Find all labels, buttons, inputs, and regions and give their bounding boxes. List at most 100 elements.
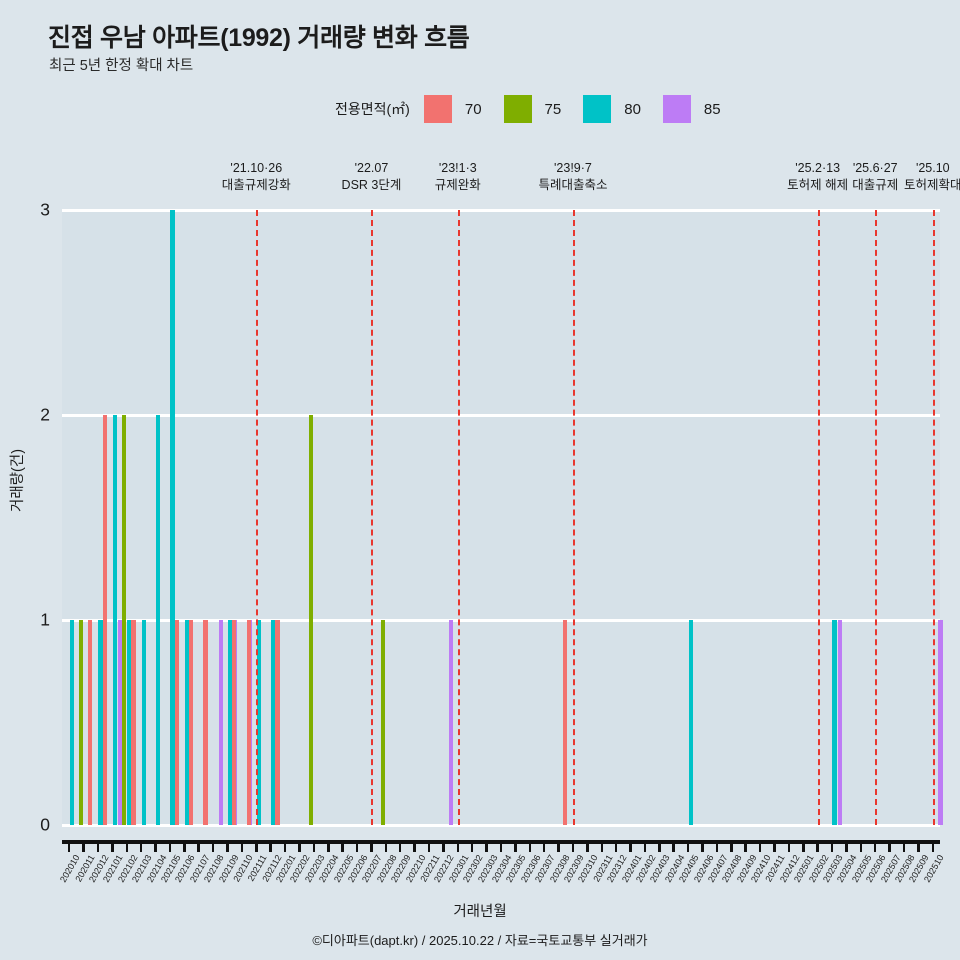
bar-202309-70[interactable] bbox=[563, 620, 568, 825]
bar-202101-80[interactable] bbox=[112, 415, 117, 825]
x-tick-202412 bbox=[787, 843, 791, 852]
x-tick-202409 bbox=[744, 843, 747, 852]
x-tick-202111 bbox=[255, 843, 258, 852]
x-tick-202207 bbox=[370, 843, 373, 852]
x-tick-202212 bbox=[442, 843, 445, 852]
bar-202106-70[interactable] bbox=[174, 620, 179, 825]
x-tick-202311 bbox=[600, 843, 603, 852]
event-label-202207: '22.07 DSR 3단계 bbox=[342, 160, 402, 194]
x-tick-202408 bbox=[730, 843, 733, 852]
x-tick-202204 bbox=[327, 843, 330, 852]
x-tick-202403 bbox=[658, 843, 661, 852]
x-tick-202405 bbox=[686, 843, 690, 852]
bar-202103-70[interactable] bbox=[131, 620, 136, 825]
x-tick-202503 bbox=[830, 843, 834, 852]
x-tick-202510 bbox=[931, 843, 935, 852]
x-tick-202410 bbox=[758, 843, 762, 852]
bar-202012-70[interactable] bbox=[88, 620, 93, 825]
event-line-202502 bbox=[817, 210, 820, 825]
bar-202212-85[interactable] bbox=[448, 620, 454, 825]
x-tick-202106 bbox=[183, 843, 186, 852]
bar-202101-70[interactable] bbox=[102, 415, 107, 825]
bar-202012-80[interactable] bbox=[98, 620, 103, 825]
x-tick-202202 bbox=[298, 843, 301, 852]
x-tick-202505 bbox=[859, 843, 863, 852]
x-tick-202308 bbox=[557, 843, 560, 852]
bar-202203-75[interactable] bbox=[309, 415, 314, 825]
event-line-202301 bbox=[457, 210, 460, 825]
x-tick-202309 bbox=[571, 843, 575, 852]
x-tick-202201 bbox=[283, 843, 287, 852]
x-tick-202402 bbox=[643, 843, 647, 852]
gridline-y-1 bbox=[62, 618, 940, 622]
x-tick-202411 bbox=[773, 843, 776, 852]
legend-item-80[interactable]: 80 bbox=[583, 95, 663, 123]
bar-202110-70[interactable] bbox=[232, 620, 237, 825]
event-label-202506: '25.6·27 대출규제 bbox=[852, 160, 898, 194]
event-label-202301: '23!1·3 규제완화 bbox=[435, 160, 481, 194]
x-tick-202107 bbox=[197, 843, 200, 852]
x-tick-202312 bbox=[614, 843, 618, 852]
legend-label-75: 75 bbox=[544, 100, 562, 118]
x-axis-ticks bbox=[62, 843, 940, 852]
legend-item-75[interactable]: 75 bbox=[503, 95, 584, 123]
event-date-202111: '21.10·26 bbox=[230, 161, 283, 175]
event-date-202506: '25.6·27 bbox=[852, 161, 898, 175]
x-tick-202209 bbox=[398, 843, 402, 852]
legend-item-70[interactable]: 70 bbox=[423, 95, 504, 123]
bar-202102-75[interactable] bbox=[122, 415, 127, 825]
bar-202503-80[interactable] bbox=[832, 620, 837, 825]
bar-202109-80[interactable] bbox=[227, 620, 233, 825]
x-tick-202304 bbox=[499, 843, 503, 852]
x-tick-202303 bbox=[485, 843, 488, 852]
x-tick-202507 bbox=[888, 843, 891, 852]
bar-202503-85[interactable] bbox=[837, 620, 842, 825]
bar-202011-75[interactable] bbox=[78, 620, 84, 825]
bar-202208-75[interactable] bbox=[381, 620, 386, 825]
event-name-202309: 특례대출축소 bbox=[538, 178, 608, 192]
event-label-202309: '23!9·7 특례대출축소 bbox=[538, 160, 607, 194]
bar-202201-70[interactable] bbox=[275, 620, 280, 825]
x-tick-202110 bbox=[240, 843, 244, 852]
chart-subtitle: 최근 5년 한정 확대 차트 bbox=[49, 58, 194, 74]
event-name-202506: 대출규제 bbox=[852, 178, 899, 192]
bar-202106-80[interactable] bbox=[184, 620, 189, 825]
bar-202108-70[interactable] bbox=[203, 620, 208, 825]
x-tick-202101 bbox=[111, 843, 114, 852]
gridline-y-3 bbox=[62, 208, 940, 212]
x-tick-202501 bbox=[802, 843, 805, 852]
bar-202103-80[interactable] bbox=[141, 620, 146, 825]
bar-202111-70[interactable] bbox=[246, 620, 251, 825]
bar-202010-80[interactable] bbox=[69, 620, 74, 825]
bar-202105-80[interactable] bbox=[170, 210, 175, 825]
x-tick-202205 bbox=[341, 843, 344, 852]
legend-item-85[interactable]: 85 bbox=[662, 95, 721, 123]
event-line-202309 bbox=[572, 210, 575, 825]
chart-title: 진접 우남 아파트(1992) 거래량 변화 흐름 bbox=[48, 24, 470, 52]
x-tick-202211 bbox=[427, 843, 431, 852]
event-line-202506 bbox=[875, 210, 878, 825]
bar-202104-80[interactable] bbox=[156, 415, 161, 825]
x-tick-202407 bbox=[715, 843, 719, 852]
x-tick-202310 bbox=[586, 843, 589, 852]
event-name-202111: 대출규제강화 bbox=[221, 178, 291, 192]
bar-202112-80[interactable] bbox=[271, 620, 276, 825]
bar-202108-85[interactable] bbox=[218, 620, 223, 825]
event-name-202502: 토허제 해제 bbox=[787, 178, 849, 192]
legend-swatch-icon-75 bbox=[503, 95, 532, 123]
footer-credit: ©디아파트(dapt.kr) / 2025.10.22 / 자료=국토교통부 실… bbox=[312, 933, 648, 948]
legend-swatch-icon-70 bbox=[423, 95, 452, 123]
bar-202510-85[interactable] bbox=[938, 620, 943, 825]
bar-202107-70[interactable] bbox=[188, 620, 194, 825]
bar-202405-80[interactable] bbox=[688, 620, 693, 825]
bar-202101-85[interactable] bbox=[117, 620, 123, 825]
plot-area bbox=[62, 208, 943, 827]
bar-202111-80[interactable] bbox=[256, 620, 261, 825]
legend-swatch-icon-80 bbox=[583, 95, 612, 123]
event-date-202207: '22.07 bbox=[354, 161, 389, 175]
x-tick-202108 bbox=[211, 843, 215, 852]
event-date-202510: '25.10 bbox=[915, 161, 950, 175]
bar-202102-80[interactable] bbox=[127, 620, 132, 825]
x-tick-202102 bbox=[125, 843, 129, 852]
legend-label-70: 70 bbox=[464, 100, 482, 118]
